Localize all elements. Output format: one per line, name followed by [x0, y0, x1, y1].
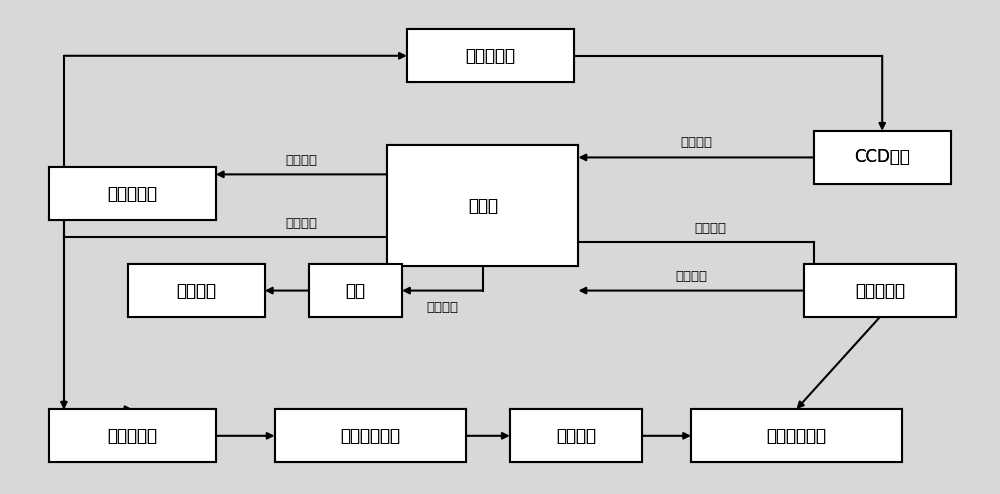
Bar: [49, 409, 216, 462]
Bar: [814, 131, 951, 184]
Bar: [691, 409, 902, 462]
Bar: [804, 264, 956, 317]
Text: 轴向扫描装置: 轴向扫描装置: [766, 427, 826, 445]
Text: 控制信号: 控制信号: [426, 301, 458, 314]
Text: 数据采集卡: 数据采集卡: [855, 282, 905, 299]
Text: 控制信号: 控制信号: [286, 217, 318, 230]
Text: 第一激光器: 第一激光器: [108, 427, 158, 445]
Bar: [128, 264, 265, 317]
Bar: [387, 145, 578, 266]
Bar: [49, 409, 216, 462]
Bar: [510, 409, 642, 462]
Bar: [407, 29, 574, 82]
Text: 分光单元: 分光单元: [556, 427, 596, 445]
Bar: [387, 145, 578, 266]
Bar: [407, 29, 574, 82]
Text: 第一激光器: 第一激光器: [108, 427, 158, 445]
Text: 工控机: 工控机: [468, 197, 498, 215]
Text: 控制信号: 控制信号: [286, 154, 318, 167]
Text: 数据采集: 数据采集: [675, 270, 707, 283]
Bar: [510, 409, 642, 462]
Bar: [49, 167, 216, 220]
Text: 散斑图像: 散斑图像: [680, 136, 712, 149]
Bar: [804, 264, 956, 317]
Bar: [128, 264, 265, 317]
Text: 数据采集卡: 数据采集卡: [855, 282, 905, 299]
Text: 分光单元: 分光单元: [556, 427, 596, 445]
Bar: [49, 167, 216, 220]
Text: CCD相机: CCD相机: [854, 148, 910, 166]
Text: 绻激光器: 绻激光器: [176, 282, 216, 299]
Text: 激光器电源: 激光器电源: [108, 185, 158, 203]
Text: 工控机: 工控机: [468, 197, 498, 215]
Text: 电源: 电源: [345, 282, 365, 299]
Bar: [275, 409, 466, 462]
Text: 电源: 电源: [345, 282, 365, 299]
Bar: [814, 131, 951, 184]
Bar: [275, 409, 466, 462]
Text: 绻激光器: 绻激光器: [176, 282, 216, 299]
Text: 第二激光器: 第二激光器: [465, 47, 515, 65]
Text: 激光器电源: 激光器电源: [108, 185, 158, 203]
Text: CCD相机: CCD相机: [854, 148, 910, 166]
Bar: [309, 264, 402, 317]
Text: 控制信号: 控制信号: [695, 222, 727, 235]
Text: 轴向扫描装置: 轴向扫描装置: [766, 427, 826, 445]
Bar: [309, 264, 402, 317]
Text: 第二激光器: 第二激光器: [465, 47, 515, 65]
Text: 激光变束装置: 激光变束装置: [340, 427, 400, 445]
Text: 激光变束装置: 激光变束装置: [340, 427, 400, 445]
Bar: [691, 409, 902, 462]
